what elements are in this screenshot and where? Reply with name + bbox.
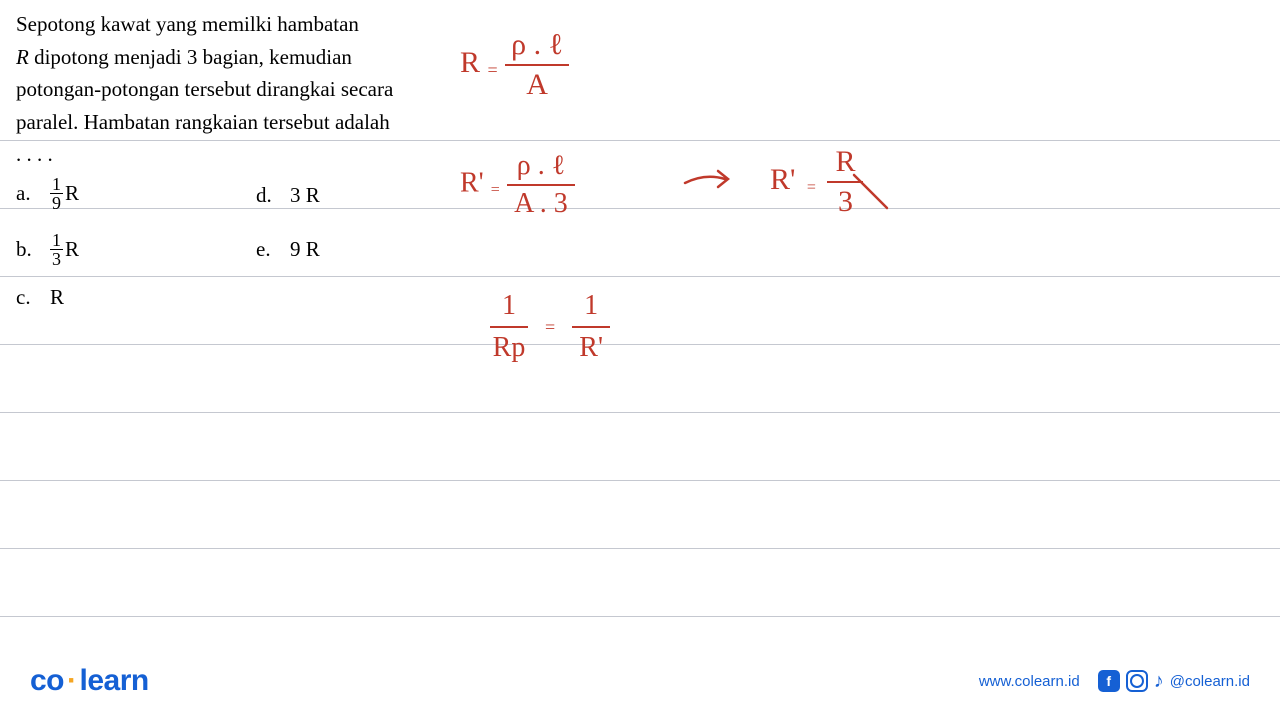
- option-c-letter: c.: [16, 285, 50, 310]
- checkmark-icon: [852, 173, 892, 213]
- option-b: b. 1 3 R: [16, 231, 79, 268]
- option-e-var: R: [306, 237, 320, 262]
- question-text: Sepotong kawat yang memilki hambatan R d…: [16, 8, 434, 171]
- option-d-value: 3: [290, 183, 301, 208]
- option-b-letter: b.: [16, 237, 50, 262]
- facebook-icon: f: [1098, 670, 1120, 692]
- question-R: R: [16, 45, 29, 69]
- option-c-var: R: [50, 285, 64, 310]
- option-c: c. R: [16, 285, 64, 310]
- option-d-letter: d.: [256, 183, 290, 208]
- arrow-icon: [680, 165, 740, 195]
- footer: co·learn www.colearn.id f ♪ @colearn.id: [0, 664, 1280, 698]
- option-e-letter: e.: [256, 237, 290, 262]
- option-b-var: R: [65, 237, 79, 262]
- handwriting-eq1: R = ρ . ℓ A: [460, 28, 569, 102]
- option-b-fraction: 1 3: [50, 231, 63, 268]
- handwriting-eq4: 1 Rp = 1 R': [490, 290, 610, 364]
- footer-right: www.colearn.id f ♪ @colearn.id: [979, 670, 1250, 693]
- question-dots: . . . .: [16, 142, 53, 166]
- footer-url: www.colearn.id: [979, 673, 1080, 690]
- option-d-var: R: [306, 183, 320, 208]
- option-e: e. 9 R: [256, 237, 320, 262]
- option-d: d. 3 R: [256, 183, 320, 208]
- instagram-icon: [1126, 670, 1148, 692]
- question-line4: paralel. Hambatan rangkaian tersebut ada…: [16, 110, 390, 134]
- handwriting-eq3: R' = R 3: [770, 145, 863, 219]
- tiktok-icon: ♪: [1154, 670, 1164, 693]
- option-a-letter: a.: [16, 181, 50, 206]
- handwriting-eq2: R' = ρ . ℓ A . 3: [460, 150, 575, 220]
- question-line2: dipotong menjadi 3 bagian, kemudian: [29, 45, 352, 69]
- question-line3: potongan-potongan tersebut dirangkai sec…: [16, 77, 393, 101]
- option-a-var: R: [65, 181, 79, 206]
- footer-handle: @colearn.id: [1170, 673, 1250, 690]
- option-a-fraction: 1 9: [50, 175, 63, 212]
- option-a: a. 1 9 R: [16, 175, 79, 212]
- handwriting-arrow: [680, 165, 740, 203]
- colearn-logo: co·learn: [30, 664, 149, 698]
- social-icons: f ♪ @colearn.id: [1098, 670, 1250, 693]
- option-e-value: 9: [290, 237, 301, 262]
- question-line1: Sepotong kawat yang memilki hambatan: [16, 12, 359, 36]
